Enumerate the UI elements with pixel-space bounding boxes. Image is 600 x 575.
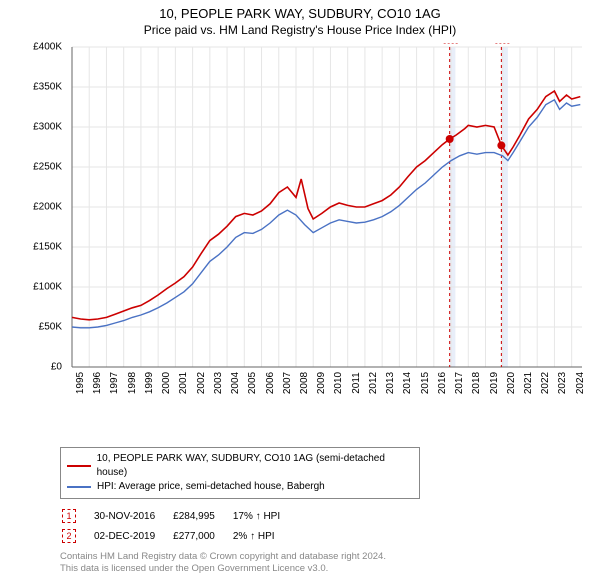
ytick-label: £250K xyxy=(22,162,62,173)
ytick-label: £150K xyxy=(22,242,62,253)
xtick-label: 2010 xyxy=(333,372,344,394)
chart-svg: 12 xyxy=(30,43,590,403)
legend-swatch xyxy=(67,486,91,488)
legend-label: 10, PEOPLE PARK WAY, SUDBURY, CO10 1AG (… xyxy=(97,452,413,480)
event-badge: 1 xyxy=(62,509,76,523)
xtick-label: 2014 xyxy=(402,372,413,394)
event-row: 2 02-DEC-2019£277,0002% ↑ HPI xyxy=(62,527,296,545)
event-price: £277,000 xyxy=(173,527,231,545)
xtick-label: 2007 xyxy=(282,372,293,394)
xtick-label: 2015 xyxy=(420,372,431,394)
xtick-label: 1998 xyxy=(127,372,138,394)
events-table: 1 30-NOV-2016£284,99517% ↑ HPI 2 02-DEC-201… xyxy=(60,505,298,547)
footer-text: Contains HM Land Registry data © Crown c… xyxy=(60,551,590,575)
legend-item: 10, PEOPLE PARK WAY, SUDBURY, CO10 1AG (… xyxy=(67,452,413,480)
page-subtitle: Price paid vs. HM Land Registry's House … xyxy=(10,23,590,37)
xtick-label: 2016 xyxy=(437,372,448,394)
event-delta: 17% ↑ HPI xyxy=(233,507,296,525)
xtick-label: 2013 xyxy=(385,372,396,394)
event-date: 30-NOV-2016 xyxy=(94,507,171,525)
xtick-label: 2009 xyxy=(316,372,327,394)
xtick-label: 2006 xyxy=(265,372,276,394)
ytick-label: £50K xyxy=(22,322,62,333)
xtick-label: 2011 xyxy=(351,372,362,394)
xtick-label: 2001 xyxy=(178,372,189,394)
ytick-label: £0 xyxy=(22,362,62,373)
xtick-label: 2004 xyxy=(230,372,241,394)
ytick-label: £300K xyxy=(22,122,62,133)
xtick-label: 2017 xyxy=(454,372,465,394)
footer-line-2: This data is licensed under the Open Gov… xyxy=(60,563,590,575)
event-badge: 2 xyxy=(62,529,76,543)
xtick-label: 2002 xyxy=(196,372,207,394)
xtick-label: 2024 xyxy=(575,372,586,394)
ytick-label: £100K xyxy=(22,282,62,293)
xtick-label: 2022 xyxy=(540,372,551,394)
event-price: £284,995 xyxy=(173,507,231,525)
xtick-label: 2005 xyxy=(247,372,258,394)
ytick-label: £400K xyxy=(22,42,62,53)
legend-item: HPI: Average price, semi-detached house,… xyxy=(67,480,413,494)
xtick-label: 2020 xyxy=(506,372,517,394)
xtick-label: 1995 xyxy=(75,372,86,394)
footer-line-1: Contains HM Land Registry data © Crown c… xyxy=(60,551,590,563)
xtick-label: 2019 xyxy=(489,372,500,394)
chart-plot: 12 £0£50K£100K£150K£200K£250K£300K£350K£… xyxy=(30,43,590,403)
xtick-label: 2023 xyxy=(557,372,568,394)
event-date: 02-DEC-2019 xyxy=(94,527,171,545)
xtick-label: 2012 xyxy=(368,372,379,394)
xtick-label: 1996 xyxy=(92,372,103,394)
xtick-label: 2021 xyxy=(523,372,534,394)
ytick-label: £200K xyxy=(22,202,62,213)
ytick-label: £350K xyxy=(22,82,62,93)
page-title: 10, PEOPLE PARK WAY, SUDBURY, CO10 1AG xyxy=(10,6,590,21)
legend-swatch xyxy=(67,465,91,467)
event-row: 1 30-NOV-2016£284,99517% ↑ HPI xyxy=(62,507,296,525)
chart-legend: 10, PEOPLE PARK WAY, SUDBURY, CO10 1AG (… xyxy=(60,447,420,499)
legend-label: HPI: Average price, semi-detached house,… xyxy=(97,480,325,494)
event-delta: 2% ↑ HPI xyxy=(233,527,296,545)
xtick-label: 2003 xyxy=(213,372,224,394)
xtick-label: 1999 xyxy=(144,372,155,394)
xtick-label: 2000 xyxy=(161,372,172,394)
xtick-label: 2008 xyxy=(299,372,310,394)
xtick-label: 1997 xyxy=(109,372,120,394)
xtick-label: 2018 xyxy=(471,372,482,394)
